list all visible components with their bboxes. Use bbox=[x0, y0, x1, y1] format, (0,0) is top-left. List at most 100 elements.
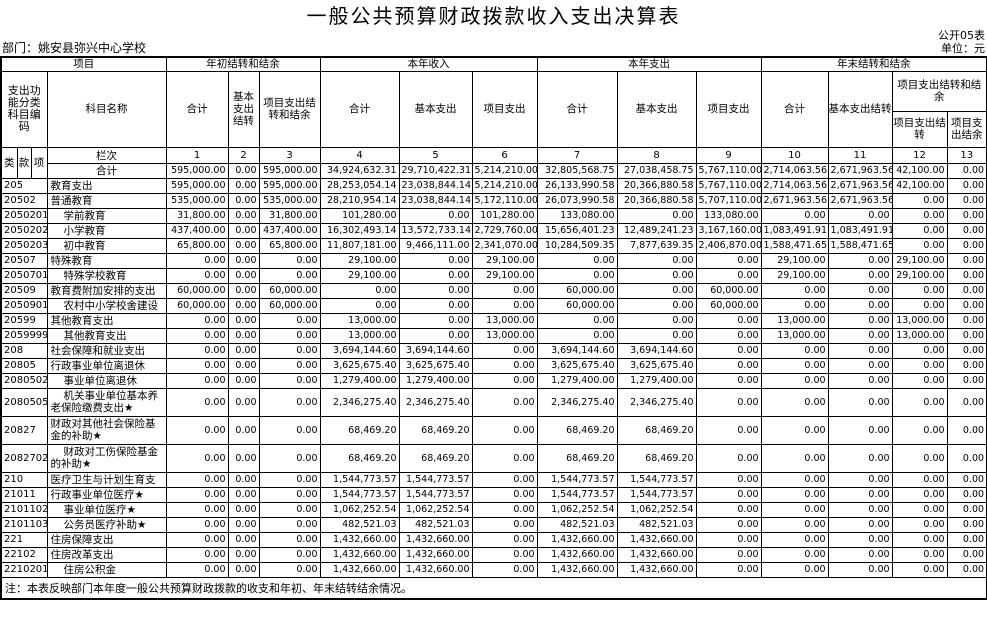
cell-value: 0.00 bbox=[398, 312, 473, 329]
cell-value: 1,544,773.57 bbox=[319, 471, 400, 488]
cell-col-number: 5 bbox=[398, 146, 473, 164]
final-accounts-table: 项目 年初结转和结余 本年收入 本年支出 年末结转和结余 支出功能分类科目编码 … bbox=[0, 56, 987, 600]
cell-value: 0.00 bbox=[227, 561, 260, 578]
table-row: 20827 财政对其他社会保险基金的补助★ 0.00 0.00 0.00 68,469.2… bbox=[0, 415, 987, 445]
page-title: 一般公共预算财政拨款收入支出决算表 bbox=[306, 4, 681, 28]
cell-value: 0.00 bbox=[946, 162, 987, 179]
cell-value: 3,625,675.40 bbox=[616, 357, 697, 374]
column-index-row: 类 款 项 栏次 1 2 3 4 5 6 7 8 9 10 11 12 13 bbox=[0, 146, 987, 179]
cell-value: 42,100.00 bbox=[891, 162, 948, 179]
cell-value: 26,133,990.58 bbox=[536, 177, 618, 194]
cell-value: 29,100.00 bbox=[891, 267, 948, 284]
cell-value: 1,544,773.57 bbox=[398, 471, 473, 488]
cell-value: 0.00 bbox=[165, 252, 229, 269]
cell-value: 0.00 bbox=[760, 387, 829, 417]
cell-value: 0.00 bbox=[471, 415, 538, 445]
cell-value: 0.00 bbox=[227, 516, 260, 533]
cell-value: 31,800.00 bbox=[165, 207, 229, 224]
cell-value: 0.00 bbox=[946, 342, 987, 359]
cell-value: 0.00 bbox=[827, 561, 893, 578]
cell-value: 0.00 bbox=[471, 297, 538, 314]
cell-value: 0.00 bbox=[398, 282, 473, 299]
header-begin-total: 合计 bbox=[165, 70, 229, 148]
cell-value: 0.00 bbox=[891, 372, 948, 389]
cell-code: 208 bbox=[0, 342, 48, 359]
grand-total-row: 合计 595,000.00 0.00 595,000.00 34,924,632… bbox=[1, 162, 987, 179]
cell-value: 26,073,990.58 bbox=[536, 192, 618, 209]
cell-value: 0.00 bbox=[827, 546, 893, 563]
cell-value: 0.00 bbox=[760, 516, 829, 533]
cell-value: 0.00 bbox=[760, 561, 829, 578]
cell-value: 0.00 bbox=[227, 192, 260, 209]
cell-value: 1,588,471.65 bbox=[827, 237, 893, 254]
cell-value: 1,279,400.00 bbox=[536, 372, 618, 389]
cell-value: 29,100.00 bbox=[891, 252, 948, 269]
cell-value: 0.00 bbox=[946, 237, 987, 254]
cell-value: 0.00 bbox=[165, 415, 229, 445]
cell-value: 1,432,660.00 bbox=[536, 531, 618, 548]
cell-value: 60,000.00 bbox=[165, 297, 229, 314]
cell-value: 0.00 bbox=[536, 327, 618, 344]
cell-value: 5,767,110.00 bbox=[695, 177, 762, 194]
header-expend-total: 合计 bbox=[536, 70, 618, 148]
cell-value: 1,432,660.00 bbox=[536, 561, 618, 578]
cell-subject-name: 教育支出 bbox=[46, 177, 167, 194]
cell-value: 2,714,063.56 bbox=[760, 162, 829, 179]
cell-value: 0.00 bbox=[471, 387, 538, 417]
cell-value: 13,000.00 bbox=[471, 327, 538, 344]
cell-value: 9,466,111.00 bbox=[398, 237, 473, 254]
cell-value: 0.00 bbox=[471, 443, 538, 473]
cell-value: 0.00 bbox=[258, 516, 321, 533]
header-income-total: 合计 bbox=[319, 70, 400, 148]
cell-value: 1,432,660.00 bbox=[616, 531, 697, 548]
cell-value: 34,924,632.31 bbox=[319, 162, 400, 179]
cell-code: 2210201 bbox=[0, 561, 48, 578]
cell-value: 0.00 bbox=[471, 342, 538, 359]
cell-lanci: 栏次 bbox=[46, 146, 167, 164]
cell-value: 27,038,458.75 bbox=[616, 162, 697, 179]
cell-code: 2080502 bbox=[0, 372, 48, 389]
cell-code: 205 bbox=[0, 177, 48, 194]
cell-value: 0.00 bbox=[616, 312, 697, 329]
cell-value: 1,432,660.00 bbox=[319, 531, 400, 548]
cell-value: 68,469.20 bbox=[616, 415, 697, 445]
cell-value: 0.00 bbox=[695, 486, 762, 503]
cell-value: 0.00 bbox=[258, 415, 321, 445]
cell-code: 20509 bbox=[0, 282, 48, 299]
cell-value: 0.00 bbox=[827, 516, 893, 533]
header-group-row: 项目 年初结转和结余 本年收入 本年支出 年末结转和结余 bbox=[0, 56, 987, 72]
cell-code: 2082702 bbox=[0, 443, 48, 473]
cell-value: 60,000.00 bbox=[536, 282, 618, 299]
cell-value: 20,366,880.58 bbox=[616, 177, 697, 194]
cell-value: 482,521.03 bbox=[536, 516, 618, 533]
cell-value: 595,000.00 bbox=[165, 162, 229, 179]
cell-code: 20805 bbox=[0, 357, 48, 374]
cell-value: 60,000.00 bbox=[695, 297, 762, 314]
cell-value: 0.00 bbox=[536, 267, 618, 284]
cell-subject-name: 医疗卫生与计划生育支 bbox=[46, 471, 167, 488]
cell-col-number: 8 bbox=[616, 146, 697, 164]
cell-value: 0.00 bbox=[760, 207, 829, 224]
cell-value: 0.00 bbox=[227, 443, 260, 473]
cell-value: 3,694,144.60 bbox=[536, 342, 618, 359]
table-row: 2101102 事业单位医疗★ 0.00 0.00 0.00 1,062,252.54 1,… bbox=[0, 501, 987, 518]
cell-value: 0.00 bbox=[946, 222, 987, 239]
unit-label: 单位：元 bbox=[941, 42, 985, 55]
cell-value: 0.00 bbox=[258, 531, 321, 548]
cell-value: 0.00 bbox=[946, 561, 987, 578]
cell-value: 0.00 bbox=[827, 471, 893, 488]
cell-value: 28,210,954.14 bbox=[319, 192, 400, 209]
cell-value: 20,366,880.58 bbox=[616, 192, 697, 209]
cell-value: 0.00 bbox=[946, 312, 987, 329]
cell-value: 68,469.20 bbox=[616, 443, 697, 473]
cell-value: 1,062,252.54 bbox=[398, 501, 473, 518]
cell-value: 0.00 bbox=[760, 342, 829, 359]
cell-value: 2,729,760.00 bbox=[471, 222, 538, 239]
cell-value: 0.00 bbox=[891, 415, 948, 445]
cell-subject-name: 学前教育 bbox=[46, 207, 167, 224]
cell-value: 0.00 bbox=[471, 501, 538, 518]
cell-value: 0.00 bbox=[258, 561, 321, 578]
cell-value: 12,489,241.23 bbox=[616, 222, 697, 239]
header-end-basic: 基本支出结转 bbox=[827, 70, 893, 148]
cell-value: 1,432,660.00 bbox=[319, 561, 400, 578]
